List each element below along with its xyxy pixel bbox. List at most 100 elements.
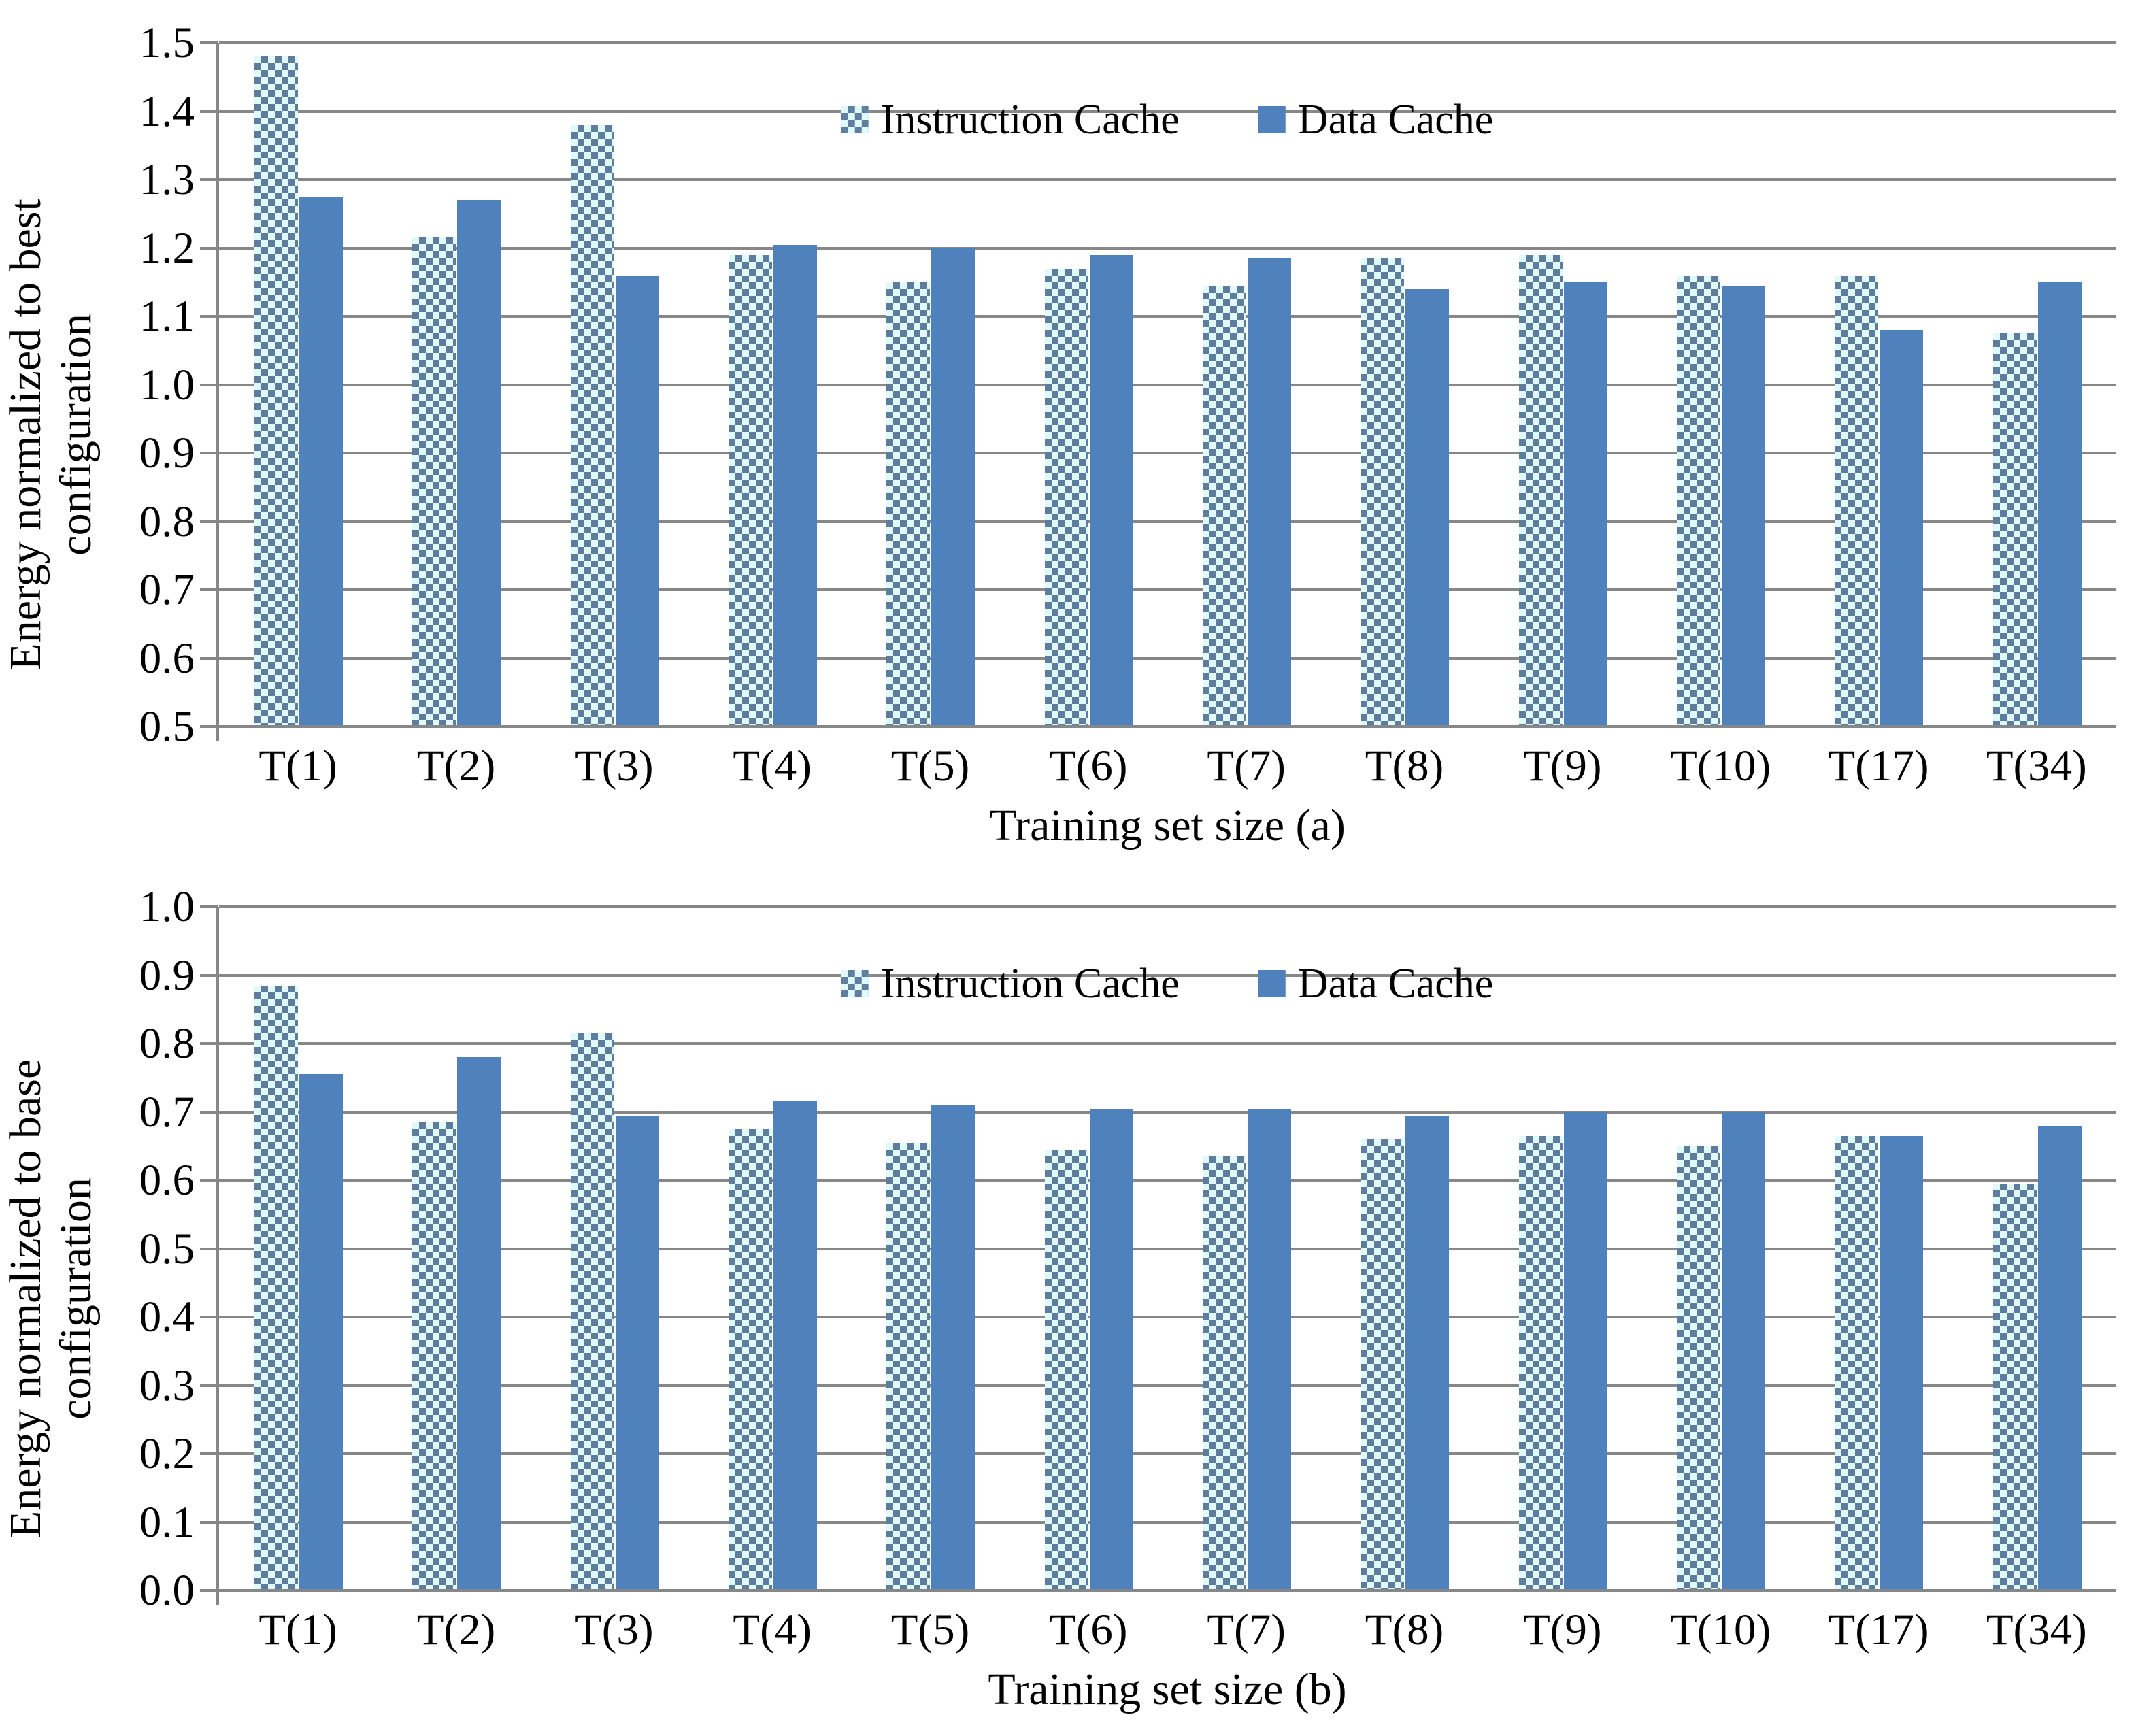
y-tick-label: 0.3	[139, 1361, 195, 1410]
legend-swatch-data-cache	[1258, 970, 1286, 997]
bar-data-cache-T(7)	[1248, 258, 1291, 727]
bar-instruction-cache-T(2)	[412, 1122, 456, 1590]
x-tick-label-T(9): T(9)	[1523, 741, 1602, 790]
y-tick-label: 1.0	[139, 360, 195, 410]
legend-a: Instruction Cache Data Cache	[841, 96, 1493, 144]
y-tick-mark	[200, 725, 218, 728]
gridline	[219, 1452, 2116, 1455]
gridline	[219, 1316, 2116, 1318]
y-tick-label: 0.4	[139, 1292, 195, 1341]
y-tick-mark	[200, 110, 218, 113]
bar-instruction-cache-T(9)	[1518, 1135, 1563, 1590]
y-tick-label: 1.1	[139, 292, 195, 341]
bar-data-cache-T(5)	[931, 1105, 975, 1590]
bar-data-cache-T(5)	[931, 248, 975, 727]
x-axis-title-b: Training set size (b)	[988, 1665, 1347, 1714]
bar-data-cache-T(4)	[773, 244, 817, 727]
bar-instruction-cache-T(3)	[570, 124, 614, 727]
y-tick-label: 0.5	[139, 1224, 195, 1273]
bar-data-cache-T(4)	[773, 1101, 817, 1590]
bar-data-cache-T(6)	[1089, 254, 1133, 727]
bar-instruction-cache-T(34)	[1992, 1184, 2037, 1590]
y-tick-mark	[200, 1042, 218, 1045]
y-tick-mark	[200, 1316, 218, 1318]
bar-instruction-cache-T(4)	[729, 254, 772, 727]
y-tick-mark	[200, 178, 218, 181]
gridline	[219, 588, 2116, 591]
legend-swatch-instruction-cache	[841, 970, 869, 997]
bar-data-cache-T(10)	[1722, 285, 1765, 727]
y-tick-label: 0.1	[139, 1497, 195, 1547]
gridline	[219, 246, 2116, 250]
chart-b: Energy normalized to base configuration I…	[0, 864, 2136, 1736]
x-tick-label-T(1): T(1)	[258, 1605, 337, 1654]
gridline	[219, 973, 2116, 977]
bar-data-cache-T(1)	[299, 1074, 343, 1590]
gridline	[219, 110, 2116, 113]
x-tick-label-T(7): T(7)	[1207, 741, 1286, 790]
y-tick-label: 0.6	[139, 633, 195, 683]
x-tick-label-T(5): T(5)	[890, 1605, 970, 1654]
bar-instruction-cache-T(3)	[570, 1033, 614, 1590]
y-tick-mark	[200, 1110, 218, 1114]
y-tick-label: 0.7	[139, 1087, 195, 1137]
y-tick-label: 0.0	[139, 1566, 195, 1615]
y-tick-label: 1.4	[139, 86, 195, 136]
bar-data-cache-T(1)	[299, 197, 343, 727]
legend-label-instruction-cache: Instruction Cache	[880, 961, 1180, 1007]
gridline	[219, 1110, 2116, 1114]
bar-instruction-cache-T(1)	[254, 985, 298, 1590]
x-tick-label-T(4): T(4)	[733, 741, 812, 790]
bar-instruction-cache-T(8)	[1361, 1139, 1405, 1590]
x-tick-label-T(10): T(10)	[1670, 1605, 1771, 1654]
gridline	[219, 1384, 2116, 1387]
x-tick-label-T(34): T(34)	[1986, 1605, 2087, 1654]
y-tick-mark	[200, 588, 218, 591]
x-tick-label-T(10): T(10)	[1670, 741, 1771, 790]
bar-data-cache-T(3)	[615, 275, 659, 727]
y-tick-label: 0.7	[139, 565, 195, 614]
y-tick-label: 0.9	[139, 950, 195, 1000]
x-tick-label-T(5): T(5)	[890, 741, 970, 790]
y-tick-label: 0.9	[139, 429, 195, 478]
bar-instruction-cache-T(34)	[1992, 333, 2037, 727]
bar-data-cache-T(9)	[1563, 282, 1607, 727]
y-tick-mark	[200, 383, 218, 386]
y-tick-mark	[200, 246, 218, 250]
y-tick-mark	[200, 1384, 218, 1387]
bar-instruction-cache-T(10)	[1677, 1146, 1720, 1590]
bar-instruction-cache-T(1)	[254, 56, 298, 727]
gridline	[219, 1042, 2116, 1045]
bar-instruction-cache-T(5)	[886, 282, 931, 727]
legend-b: Instruction Cache Data Cache	[841, 960, 1493, 1007]
plot-area-a: Instruction Cache Data Cache	[200, 41, 2116, 741]
x-tick-label-T(8): T(8)	[1365, 1605, 1444, 1654]
y-tick-mark	[200, 1247, 218, 1250]
y-tick-label: 0.5	[139, 702, 195, 751]
bar-instruction-cache-T(7)	[1203, 1156, 1246, 1590]
legend-label-instruction-cache: Instruction Cache	[880, 97, 1180, 143]
x-tick-label-T(1): T(1)	[258, 741, 337, 790]
x-tick-label-T(8): T(8)	[1365, 741, 1444, 790]
y-tick-mark	[200, 452, 218, 454]
x-tick-label-T(17): T(17)	[1828, 741, 1929, 790]
gridline	[219, 383, 2116, 386]
gridline	[219, 656, 2116, 660]
bar-instruction-cache-T(17)	[1835, 275, 1879, 727]
legend-swatch-instruction-cache	[841, 106, 869, 133]
gridline	[219, 905, 2116, 908]
y-tick-mark	[200, 41, 218, 44]
y-tick-label: 1.5	[139, 18, 195, 67]
bar-instruction-cache-T(8)	[1361, 258, 1405, 727]
y-tick-mark	[200, 1179, 218, 1182]
bar-instruction-cache-T(7)	[1203, 285, 1246, 727]
x-tick-label-T(6): T(6)	[1049, 741, 1128, 790]
y-tick-mark	[200, 905, 218, 908]
bar-data-cache-T(7)	[1248, 1108, 1291, 1590]
y-axis-line	[216, 907, 219, 1605]
bar-data-cache-T(34)	[2037, 1125, 2082, 1590]
gridline	[219, 452, 2116, 454]
y-tick-mark	[200, 656, 218, 660]
gridline	[219, 520, 2116, 523]
